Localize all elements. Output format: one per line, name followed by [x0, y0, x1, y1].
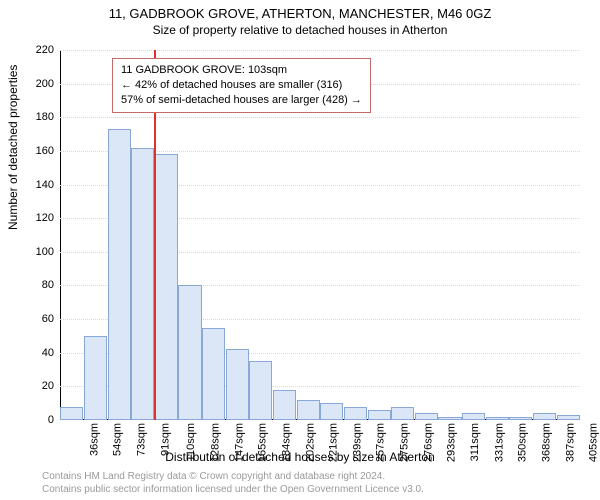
gridline	[60, 117, 580, 118]
histogram-bar	[344, 407, 367, 420]
histogram-bar	[320, 403, 343, 420]
gridline	[60, 50, 580, 51]
chart-subtitle: Size of property relative to detached ho…	[0, 23, 600, 37]
histogram-bar	[178, 285, 201, 420]
y-tick-label: 20	[42, 380, 54, 392]
histogram-bar	[297, 400, 320, 420]
footer-attribution: Contains HM Land Registry data © Crown c…	[42, 471, 424, 496]
y-tick-label: 140	[36, 179, 54, 191]
footer-line: Contains public sector information licen…	[42, 484, 424, 497]
histogram-bar	[415, 413, 438, 420]
histogram-bar	[155, 154, 178, 420]
histogram-bar	[226, 349, 249, 420]
annotation-box: 11 GADBROOK GROVE: 103sqm← 42% of detach…	[112, 58, 371, 113]
histogram-bar	[462, 413, 485, 420]
annotation-line: ← 42% of detached houses are smaller (31…	[121, 78, 362, 93]
y-axis-line	[60, 50, 61, 420]
chart-area: 02040608010012014016018020022036sqm54sqm…	[60, 50, 580, 420]
annotation-line: 57% of semi-detached houses are larger (…	[121, 93, 362, 108]
histogram-bar	[368, 410, 391, 420]
histogram-bar	[273, 390, 296, 420]
y-tick-label: 100	[36, 246, 54, 258]
y-tick-label: 80	[42, 279, 54, 291]
y-axis-label: Number of detached properties	[6, 65, 20, 230]
x-axis-label: Distribution of detached houses by size …	[0, 450, 600, 464]
y-tick-label: 60	[42, 313, 54, 325]
histogram-bar	[249, 361, 272, 420]
chart-title: 11, GADBROOK GROVE, ATHERTON, MANCHESTER…	[0, 6, 600, 21]
y-tick-label: 120	[36, 212, 54, 224]
y-tick-label: 220	[36, 44, 54, 56]
y-tick-label: 200	[36, 78, 54, 90]
annotation-line: 11 GADBROOK GROVE: 103sqm	[121, 63, 362, 78]
y-tick-label: 0	[48, 414, 54, 426]
histogram-bar	[84, 336, 107, 420]
histogram-bar	[438, 417, 461, 420]
histogram-bar	[557, 415, 580, 420]
histogram-bar	[60, 407, 83, 420]
histogram-bar	[533, 413, 556, 420]
y-tick-label: 40	[42, 347, 54, 359]
histogram-bar	[131, 148, 154, 420]
histogram-bar	[391, 407, 414, 420]
histogram-bar	[486, 417, 509, 420]
footer-line: Contains HM Land Registry data © Crown c…	[42, 471, 424, 484]
histogram-bar	[509, 417, 532, 420]
y-tick-label: 160	[36, 145, 54, 157]
plot-region: 02040608010012014016018020022036sqm54sqm…	[60, 50, 580, 420]
histogram-bar	[202, 328, 225, 421]
y-tick-label: 180	[36, 111, 54, 123]
histogram-bar	[108, 129, 131, 420]
